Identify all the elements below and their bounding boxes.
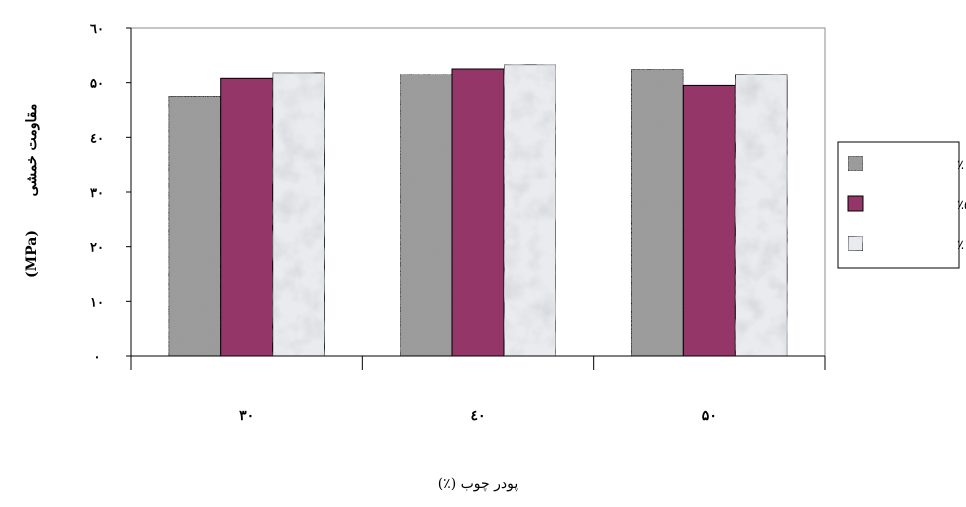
- bar-series-1-cat-1: [168, 95, 222, 357]
- bar-series-3-cat-2: [503, 64, 557, 357]
- y-tick-label-0: ۰: [94, 350, 101, 365]
- legend-swatch-1: [847, 155, 864, 172]
- x-axis-label: پودر چوب (٪): [438, 476, 519, 492]
- y-tick-label-2: ۲۰: [90, 241, 104, 256]
- legend-label-2: سیلیس ۵٪: [957, 198, 966, 213]
- legend-label-3: سیلیس ۱۰٪: [957, 238, 966, 253]
- y-axis-label: (MPa) مقاومت خمشی: [24, 104, 40, 278]
- bar-series-1-cat-3: [630, 68, 684, 357]
- legend-swatch-3: [847, 235, 864, 252]
- bar-series-1-cat-2: [399, 74, 453, 357]
- y-tick-label-5: ۵۰: [90, 77, 104, 92]
- bars-group: [168, 64, 788, 357]
- y-axis-label-text: مقاومت خمشی: [24, 104, 40, 197]
- legend-label-1: سیلیس ۰٪: [957, 158, 966, 173]
- y-tick-label-6: ٦۰: [90, 22, 104, 37]
- y-tick-label-1: ۱۰: [90, 295, 104, 310]
- x-category-label-2: ٤۰: [470, 408, 485, 424]
- legend: سیلیس ۰٪ سیلیس ۵٪ سیلیس ۱۰٪: [837, 141, 966, 269]
- bar-series-2-cat-1: [220, 77, 274, 357]
- x-axis-ticks: ۳۰ ٤۰ ۵۰: [130, 356, 826, 424]
- bar-series-3-cat-1: [272, 72, 326, 357]
- bar-series-2-cat-2: [451, 68, 505, 357]
- bar-series-3-cat-3: [734, 74, 788, 357]
- y-tick-label-3: ۳۰: [90, 186, 104, 201]
- y-tick-label-4: ٤۰: [90, 131, 104, 146]
- y-axis-label-unit: (MPa): [24, 230, 40, 278]
- bar-series-2-cat-3: [682, 84, 736, 357]
- y-axis-ticks: ۰ ۱۰ ۲۰ ۳۰ ٤۰ ۵۰ ٦۰: [90, 22, 131, 365]
- x-category-label-3: ۵۰: [702, 408, 717, 424]
- legend-items: سیلیس ۰٪ سیلیس ۵٪ سیلیس ۱۰٪: [847, 155, 966, 253]
- x-category-label-1: ۳۰: [239, 408, 254, 424]
- legend-swatch-2: [847, 195, 864, 212]
